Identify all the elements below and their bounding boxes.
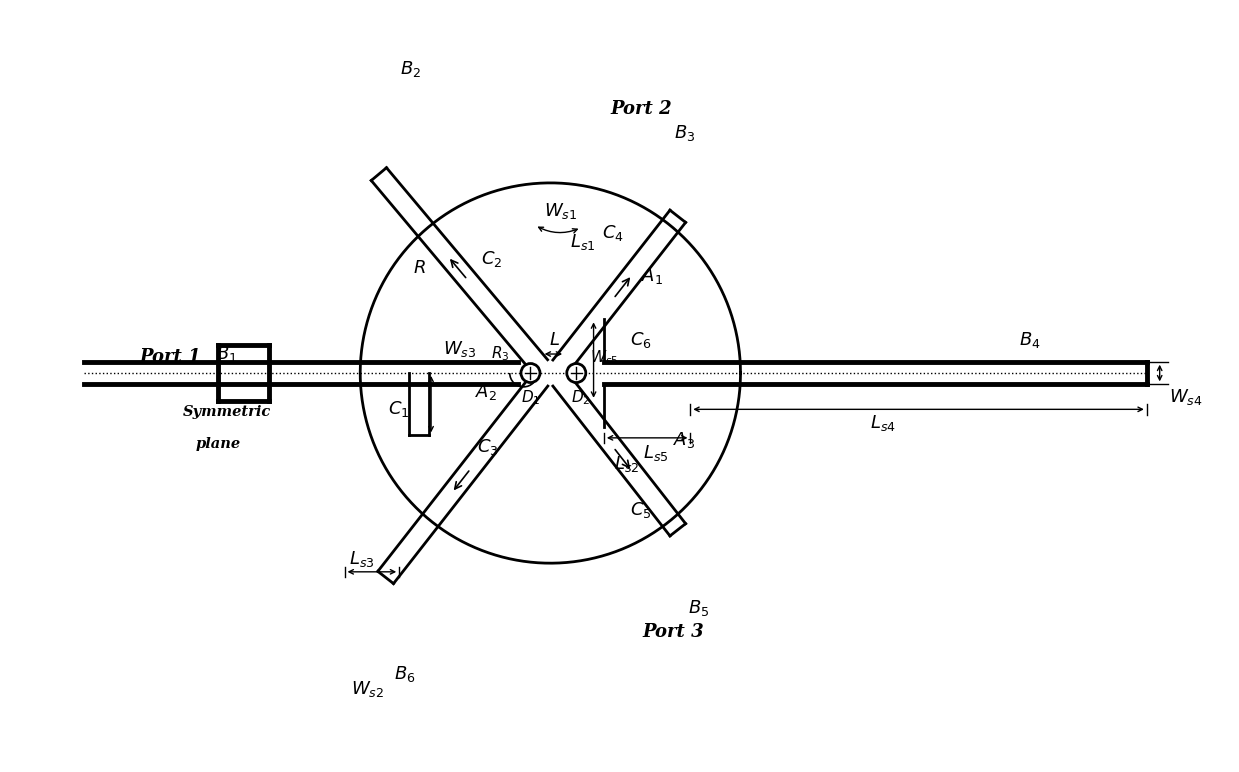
Text: $W_{s5}$: $W_{s5}$ [590, 348, 618, 367]
Text: $L$: $L$ [549, 331, 560, 349]
Text: $R_3$: $R_3$ [491, 344, 509, 364]
Text: $C_2$: $C_2$ [481, 249, 502, 269]
Text: $C_4$: $C_4$ [602, 223, 623, 243]
Text: $D_2$: $D_2$ [571, 388, 590, 407]
Text: $B_4$: $B_4$ [1020, 330, 1041, 350]
Circle shape [520, 364, 540, 383]
Text: $A_1$: $A_1$ [642, 266, 663, 286]
Text: $B_3$: $B_3$ [674, 123, 695, 143]
Text: $B_6$: $B_6$ [394, 664, 416, 684]
Text: $C_3$: $C_3$ [477, 436, 499, 456]
Text: $W_{s3}$: $W_{s3}$ [444, 339, 476, 359]
Text: $B_1$: $B_1$ [216, 344, 237, 364]
Text: $C_5$: $C_5$ [631, 499, 652, 520]
Circle shape [566, 364, 586, 383]
Text: $L_{s1}$: $L_{s1}$ [570, 232, 596, 252]
Text: Symmetric: Symmetric [183, 405, 271, 419]
Text: $B_2$: $B_2$ [400, 59, 421, 79]
Text: $A_3$: $A_3$ [673, 431, 695, 450]
Text: $L_{s4}$: $L_{s4}$ [870, 413, 896, 433]
Text: Port 1: Port 1 [140, 348, 202, 367]
Text: plane: plane [196, 437, 242, 451]
Text: $L_{s3}$: $L_{s3}$ [349, 549, 374, 569]
Text: $D_1$: $D_1$ [520, 388, 540, 407]
Text: $W_{s2}$: $W_{s2}$ [351, 679, 384, 699]
Text: $W_{s1}$: $W_{s1}$ [544, 201, 577, 221]
Text: $C_1$: $C_1$ [388, 399, 410, 419]
Text: $L_{s2}$: $L_{s2}$ [613, 454, 639, 474]
Text: Port 3: Port 3 [642, 623, 704, 642]
Text: $L_{s5}$: $L_{s5}$ [643, 442, 669, 462]
Text: $B_5$: $B_5$ [689, 598, 710, 618]
Text: Port 2: Port 2 [611, 100, 672, 118]
Text: $A_2$: $A_2$ [475, 382, 497, 402]
Text: $R$: $R$ [413, 259, 425, 276]
Text: $C_6$: $C_6$ [631, 330, 652, 350]
Text: $W_{s4}$: $W_{s4}$ [1168, 388, 1202, 408]
